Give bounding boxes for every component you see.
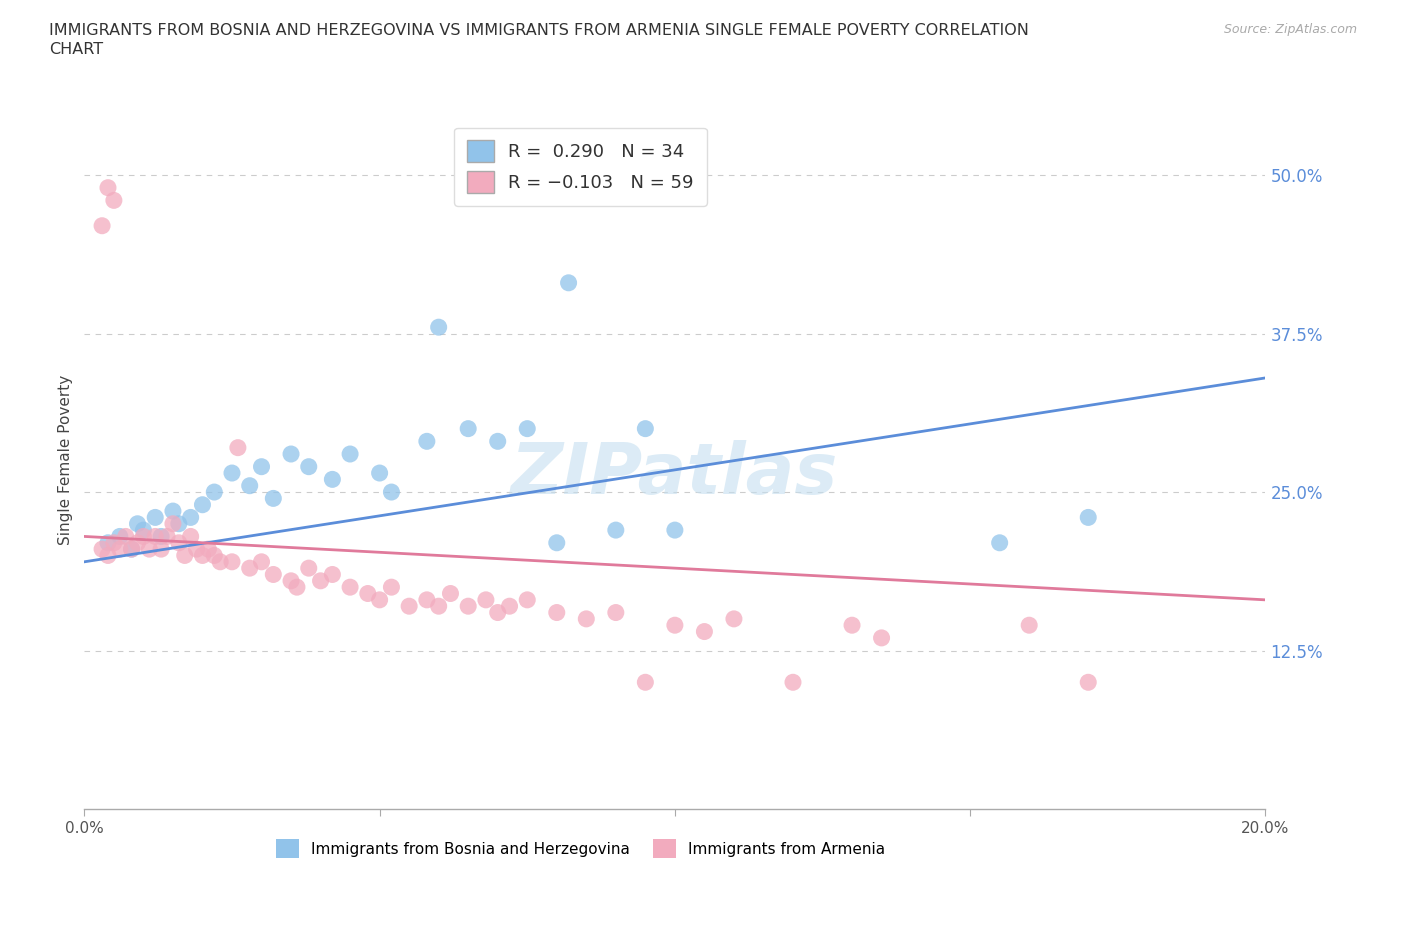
Point — [557, 275, 579, 290]
Point — [498, 599, 520, 614]
Point — [202, 485, 225, 499]
Point — [108, 529, 131, 544]
Point — [416, 592, 439, 607]
Point — [298, 459, 321, 474]
Point — [546, 536, 568, 551]
Point — [486, 605, 509, 620]
Point — [280, 446, 302, 461]
Point — [108, 541, 131, 556]
Point — [97, 536, 120, 551]
Point — [605, 523, 627, 538]
Point — [91, 541, 114, 556]
Point — [416, 434, 439, 449]
Point — [398, 599, 420, 614]
Point — [127, 516, 149, 531]
Point — [173, 548, 195, 563]
Point — [339, 579, 361, 594]
Point — [664, 618, 686, 632]
Point — [91, 219, 114, 233]
Point — [127, 536, 149, 551]
Point — [239, 561, 262, 576]
Point — [162, 504, 184, 519]
Point — [150, 529, 173, 544]
Point — [516, 421, 538, 436]
Point — [121, 541, 143, 556]
Point — [191, 498, 214, 512]
Point — [634, 421, 657, 436]
Point — [114, 529, 136, 544]
Point — [209, 554, 232, 569]
Point — [841, 618, 863, 632]
Legend: Immigrants from Bosnia and Herzegovina, Immigrants from Armenia: Immigrants from Bosnia and Herzegovina, … — [270, 833, 891, 864]
Point — [97, 548, 120, 563]
Point — [546, 605, 568, 620]
Point — [132, 523, 155, 538]
Point — [1077, 510, 1099, 525]
Text: CHART: CHART — [49, 42, 103, 57]
Point — [121, 541, 143, 556]
Point — [103, 536, 125, 551]
Point — [298, 561, 321, 576]
Point — [357, 586, 380, 601]
Point — [226, 440, 249, 455]
Point — [150, 541, 173, 556]
Point — [221, 466, 243, 481]
Point — [988, 536, 1011, 551]
Point — [191, 548, 214, 563]
Point — [427, 599, 450, 614]
Point — [285, 579, 308, 594]
Point — [97, 180, 120, 195]
Point — [475, 592, 498, 607]
Point — [457, 421, 479, 436]
Point — [605, 605, 627, 620]
Point — [427, 320, 450, 335]
Point — [132, 529, 155, 544]
Point — [167, 516, 190, 531]
Text: IMMIGRANTS FROM BOSNIA AND HERZEGOVINA VS IMMIGRANTS FROM ARMENIA SINGLE FEMALE : IMMIGRANTS FROM BOSNIA AND HERZEGOVINA V… — [49, 23, 1029, 38]
Point — [143, 529, 166, 544]
Point — [339, 446, 361, 461]
Text: ZIPatlas: ZIPatlas — [512, 440, 838, 509]
Point — [197, 541, 219, 556]
Point — [180, 510, 202, 525]
Text: Source: ZipAtlas.com: Source: ZipAtlas.com — [1223, 23, 1357, 36]
Point — [870, 631, 893, 645]
Point — [167, 536, 190, 551]
Point — [250, 554, 273, 569]
Point — [202, 548, 225, 563]
Point — [180, 529, 202, 544]
Point — [321, 567, 343, 582]
Point — [368, 466, 391, 481]
Point — [239, 478, 262, 493]
Point — [138, 541, 160, 556]
Point — [439, 586, 461, 601]
Point — [664, 523, 686, 538]
Point — [457, 599, 479, 614]
Point — [156, 529, 179, 544]
Y-axis label: Single Female Poverty: Single Female Poverty — [58, 375, 73, 546]
Point — [486, 434, 509, 449]
Point — [380, 485, 402, 499]
Point — [309, 574, 332, 589]
Point — [221, 554, 243, 569]
Point — [516, 592, 538, 607]
Point — [280, 574, 302, 589]
Point — [634, 675, 657, 690]
Point — [262, 491, 284, 506]
Point — [782, 675, 804, 690]
Point — [103, 193, 125, 207]
Point — [143, 510, 166, 525]
Point — [262, 567, 284, 582]
Point — [368, 592, 391, 607]
Point — [723, 611, 745, 626]
Point — [162, 516, 184, 531]
Point — [321, 472, 343, 486]
Point — [693, 624, 716, 639]
Point — [1018, 618, 1040, 632]
Point — [1077, 675, 1099, 690]
Point — [575, 611, 598, 626]
Point — [250, 459, 273, 474]
Point — [380, 579, 402, 594]
Point — [186, 541, 208, 556]
